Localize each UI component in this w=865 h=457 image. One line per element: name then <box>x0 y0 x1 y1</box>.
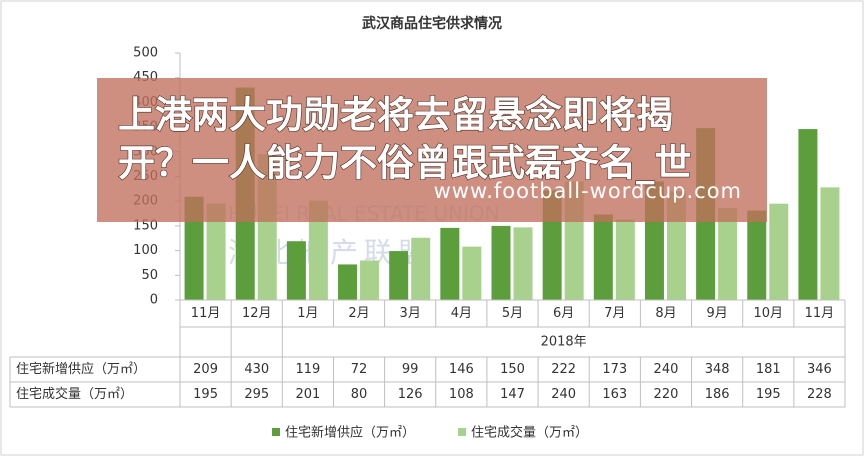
table-value: 348 <box>705 362 730 377</box>
y-tick-label: 0 <box>150 293 158 308</box>
bar <box>747 210 767 300</box>
legend-swatch <box>272 428 280 436</box>
x-tick-label: 11月 <box>191 306 221 321</box>
x-tick-label: 7月 <box>604 306 625 321</box>
bar <box>769 203 789 300</box>
bar <box>798 129 818 300</box>
table-value: 228 <box>807 387 832 402</box>
table-value: 80 <box>351 387 368 402</box>
bar <box>360 260 380 300</box>
bar <box>462 246 482 300</box>
table-value: 209 <box>193 362 218 377</box>
bar <box>820 187 840 300</box>
y-tick-label: 50 <box>141 268 158 283</box>
bar <box>718 208 738 300</box>
group-label: 2018年 <box>541 335 587 350</box>
table-value: 72 <box>351 362 368 377</box>
banner-url: www.football-wordcup.com <box>434 179 742 203</box>
table-value: 295 <box>244 387 269 402</box>
banner-headline: 开？一人能力不俗曾跟武磊齐名_世 <box>118 142 692 185</box>
x-tick-label: 12月 <box>242 306 272 321</box>
table-value: 126 <box>398 387 423 402</box>
bar <box>593 214 613 300</box>
table-value: 186 <box>705 387 730 402</box>
table-value: 222 <box>551 362 576 377</box>
legend-swatch <box>458 428 466 436</box>
row-label: 住宅成交量（万㎡） <box>16 386 133 402</box>
x-tick-label: 4月 <box>451 306 472 321</box>
table-value: 99 <box>402 362 419 377</box>
x-tick-label: 2月 <box>348 306 369 321</box>
table-value: 173 <box>602 362 627 377</box>
y-tick-label: 500 <box>133 46 158 61</box>
table-value: 146 <box>449 362 474 377</box>
y-tick-label: 100 <box>133 243 158 258</box>
table-value: 220 <box>654 387 679 402</box>
bar <box>184 196 204 300</box>
table-value: 195 <box>756 387 781 402</box>
table-value: 181 <box>756 362 781 377</box>
table-value: 201 <box>295 387 320 402</box>
legend-label: 住宅新增供应（万㎡） <box>285 425 415 441</box>
table-value: 119 <box>295 362 320 377</box>
x-tick-label: 5月 <box>502 306 523 321</box>
bar <box>389 251 409 300</box>
table-value: 108 <box>449 387 474 402</box>
table-value: 240 <box>551 387 576 402</box>
table-value: 150 <box>500 362 525 377</box>
bar <box>491 225 511 300</box>
x-tick-label: 6月 <box>553 306 574 321</box>
banner <box>97 78 767 222</box>
table-value: 240 <box>654 362 679 377</box>
bar <box>308 200 328 300</box>
bar <box>513 227 533 300</box>
table-value: 163 <box>602 387 627 402</box>
x-tick-label: 3月 <box>400 306 421 321</box>
x-tick-label: 11月 <box>805 306 835 321</box>
table-value: 195 <box>193 387 218 402</box>
x-tick-label: 8月 <box>655 306 676 321</box>
bar <box>615 219 635 300</box>
row-label: 住宅新增供应（万㎡） <box>16 361 146 377</box>
table-value: 430 <box>244 362 269 377</box>
bar <box>411 237 431 300</box>
legend-label: 住宅成交量（万㎡） <box>471 425 588 441</box>
y-tick-label: 150 <box>133 218 158 233</box>
x-tick-label: 1月 <box>297 306 318 321</box>
bar <box>440 227 460 300</box>
table-value: 147 <box>500 387 525 402</box>
bar <box>206 203 226 300</box>
chart-title: 武汉商品住宅供求情况 <box>362 15 502 32</box>
banner-headline: 上港两大功勋老将去留悬念即将揭 <box>118 94 673 137</box>
x-tick-label: 9月 <box>706 306 727 321</box>
table-value: 346 <box>807 362 832 377</box>
bar <box>286 241 306 300</box>
bar <box>338 264 358 300</box>
x-tick-label: 10月 <box>753 306 783 321</box>
